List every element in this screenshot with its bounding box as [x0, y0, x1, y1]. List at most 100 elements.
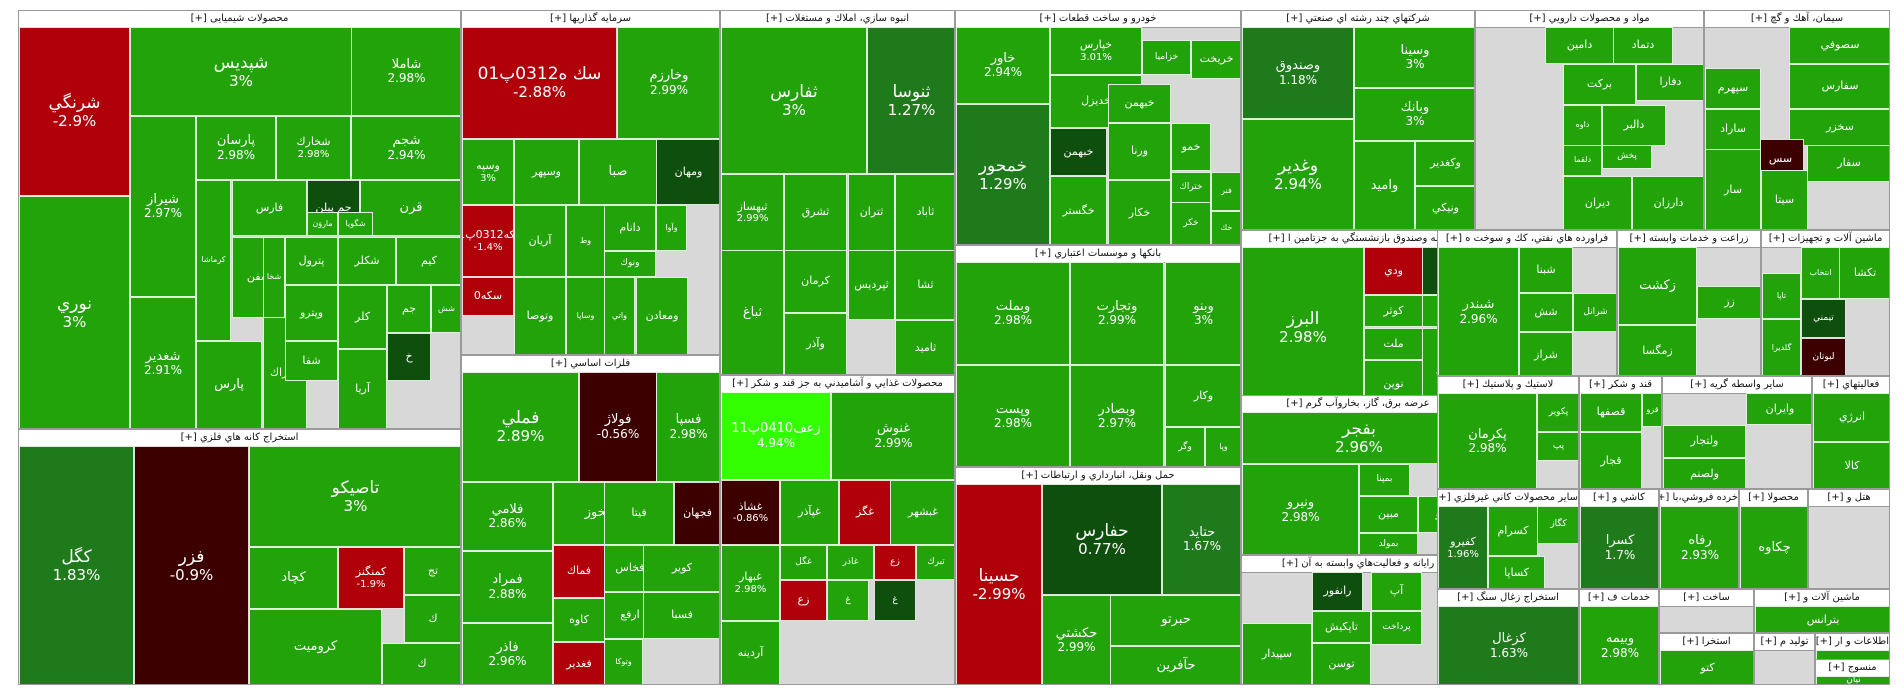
- treemap-tile[interactable]: ثپرديس: [848, 250, 895, 320]
- sector-6[interactable]: خودرو و ساخت قطعات [+] خاور 2.94% خپارس 3.01…: [955, 10, 1241, 245]
- treemap-tile[interactable]: خكار: [1108, 180, 1171, 244]
- treemap-tile[interactable]: سپيدار: [1242, 623, 1312, 684]
- treemap-tile[interactable]: وصندوق 1.18%: [1242, 27, 1354, 119]
- sector-title[interactable]: سيمان، آهك و گچ [+]: [1705, 11, 1889, 28]
- treemap-tile[interactable]: وايران: [1746, 393, 1811, 425]
- treemap-tile[interactable]: وتوكا: [604, 639, 643, 684]
- sector-title[interactable]: سرمايه گذاريها [+]: [462, 11, 719, 28]
- treemap-tile[interactable]: شكلر: [338, 237, 396, 285]
- treemap-tile[interactable]: نيان: [1816, 676, 1889, 684]
- treemap-tile[interactable]: فيتا: [604, 482, 674, 545]
- treemap-tile[interactable]: غپآذر: [780, 480, 839, 545]
- treemap-tile[interactable]: وپا: [1205, 427, 1240, 466]
- treemap-tile[interactable]: وبانك 3%: [1354, 88, 1474, 141]
- treemap-tile[interactable]: ختراك: [1171, 172, 1211, 203]
- treemap-tile[interactable]: خاور 2.94%: [956, 27, 1050, 104]
- treemap-tile[interactable]: كوير: [643, 545, 719, 592]
- treemap-tile[interactable]: دامين: [1545, 27, 1614, 64]
- treemap-tile[interactable]: شپديس 3%: [130, 27, 352, 116]
- treemap-tile[interactable]: شبندر 2.96%: [1438, 247, 1519, 375]
- treemap-tile[interactable]: ثتران: [848, 174, 895, 251]
- treemap-tile[interactable]: گلديرا: [1762, 319, 1801, 375]
- treemap-tile[interactable]: وغدير 2.94%: [1242, 119, 1354, 229]
- treemap-tile[interactable]: پترول: [285, 237, 338, 285]
- sector-17[interactable]: ماشين آلات و تجهيزات [+] تكشا انتخاب تاپا تي…: [1761, 230, 1890, 376]
- treemap-tile[interactable]: كزغال 1.63%: [1438, 606, 1578, 684]
- treemap-tile[interactable]: نوري 3%: [19, 196, 130, 428]
- treemap-tile[interactable]: خبهمن: [1108, 84, 1171, 123]
- treemap-tile[interactable]: دلقما: [1563, 145, 1602, 176]
- treemap-tile[interactable]: صبا: [579, 139, 657, 205]
- sector-title[interactable]: اطلاعات و ار [+]: [1816, 634, 1889, 651]
- treemap-tile[interactable]: خبهمن: [1050, 128, 1107, 176]
- treemap-tile[interactable]: زع: [780, 580, 827, 621]
- treemap-tile[interactable]: وبيمه 2.98%: [1580, 606, 1658, 684]
- treemap-tile[interactable]: تج: [404, 547, 460, 595]
- sector-title[interactable]: فعاليتهاي [+]: [1813, 377, 1889, 394]
- treemap-tile[interactable]: شجم 2.94%: [351, 116, 460, 180]
- sector-32[interactable]: توليد م [+]: [1754, 633, 1815, 685]
- sector-title[interactable]: هتل و [+]: [1809, 490, 1889, 507]
- treemap-tile[interactable]: بفجر 2.96%: [1242, 412, 1474, 464]
- treemap-tile[interactable]: فسپا 2.98%: [656, 372, 719, 482]
- treemap-tile[interactable]: دانام: [604, 205, 656, 251]
- treemap-tile[interactable]: فملي 2.89%: [462, 372, 579, 482]
- treemap-tile[interactable]: ثاميد: [895, 320, 954, 374]
- treemap-tile[interactable]: خ: [387, 333, 431, 381]
- sector-title[interactable]: خودرو و ساخت قطعات [+]: [956, 11, 1240, 28]
- treemap-tile[interactable]: كاوه: [553, 598, 605, 642]
- sector-19[interactable]: قند و شكر [+] قصفها قجار قزو: [1579, 376, 1662, 489]
- treemap-tile[interactable]: وكغدير: [1415, 141, 1474, 186]
- sector-title[interactable]: خدمات ف [+]: [1580, 590, 1658, 607]
- sector-title[interactable]: ساير محصولات كاني غيرفلزي [+]: [1438, 490, 1578, 507]
- treemap-tile[interactable]: غگز: [839, 480, 891, 545]
- treemap-tile[interactable]: ساراد: [1705, 109, 1761, 150]
- sector-20[interactable]: سایر واسطه گريه [+] وايران ولتجار ولصنم: [1662, 376, 1812, 489]
- treemap-tile[interactable]: كگاز: [1537, 506, 1578, 544]
- treemap-tile[interactable]: وآوا: [656, 205, 687, 251]
- treemap-tile[interactable]: تيمني: [1801, 299, 1846, 338]
- sector-title[interactable]: بانكها و موسسات اعتباري [+]: [956, 246, 1240, 263]
- treemap-tile[interactable]: وسپه 3%: [462, 139, 514, 205]
- treemap-tile[interactable]: حآفرين: [1110, 646, 1240, 684]
- treemap-tile[interactable]: واميد: [1354, 141, 1415, 229]
- treemap-tile[interactable]: ديران: [1563, 176, 1632, 229]
- treemap-tile[interactable]: كيم: [396, 237, 460, 285]
- treemap-tile[interactable]: ودي: [1364, 247, 1423, 295]
- sector-title[interactable]: زراعت و خدمات وابسته [+]: [1618, 231, 1760, 248]
- treemap-tile[interactable]: ومهان: [656, 139, 719, 205]
- treemap-tile[interactable]: ك: [382, 643, 460, 684]
- treemap-tile[interactable]: واتي: [604, 277, 635, 354]
- sector-14[interactable]: سيمان، آهك و گچ [+] سفارس سصوفي سخزر سفار سپه…: [1704, 10, 1890, 230]
- sector-title[interactable]: كاشي و [+]: [1580, 490, 1658, 507]
- treemap-tile[interactable]: شگويا: [338, 212, 373, 236]
- treemap-tile[interactable]: بركت: [1563, 64, 1636, 105]
- sector-16[interactable]: زراعت و خدمات وابسته [+] زكشت زمگسا زز: [1617, 230, 1761, 376]
- treemap-tile[interactable]: كسرام: [1488, 506, 1538, 556]
- treemap-tile[interactable]: وسپهر: [514, 139, 579, 205]
- treemap-tile[interactable]: ونيرو 2.98%: [1242, 464, 1359, 554]
- treemap-tile[interactable]: پپ: [1537, 432, 1578, 461]
- treemap-tile[interactable]: فماك: [553, 545, 605, 598]
- sector-26[interactable]: هتل و [+]: [1808, 489, 1890, 589]
- sector-title[interactable]: قند و شكر [+]: [1580, 377, 1661, 394]
- treemap-tile[interactable]: سفارس: [1789, 64, 1889, 109]
- treemap-tile[interactable]: ونيكي: [1415, 186, 1474, 229]
- treemap-tile[interactable]: وبملت 2.98%: [956, 262, 1070, 365]
- treemap-tile[interactable]: ك: [404, 595, 460, 643]
- sector-31[interactable]: استخرا [+] كتو: [1659, 633, 1754, 685]
- sector-title[interactable]: ماشين آلات و [+]: [1755, 590, 1889, 607]
- treemap-tile[interactable]: قرن: [360, 180, 460, 236]
- treemap-tile[interactable]: خزاميا: [1142, 40, 1191, 75]
- sector-3[interactable]: فلزات اساسي [+] فملي 2.89% فولاژ -0.56% فخوز ف…: [461, 355, 720, 685]
- treemap-tile[interactable]: خپارس 3.01%: [1050, 27, 1142, 75]
- treemap-tile[interactable]: پكرمان 2.98%: [1438, 393, 1537, 488]
- treemap-tile[interactable]: حسينا -2.99%: [956, 484, 1042, 684]
- treemap-tile[interactable]: غ: [874, 580, 916, 621]
- treemap-tile[interactable]: حفارس 0.77%: [1042, 484, 1162, 595]
- sector-23[interactable]: كاشي و [+] كسرا 1.7%: [1579, 489, 1659, 589]
- treemap-tile[interactable]: سار: [1705, 149, 1761, 229]
- treemap-tile[interactable]: ماروَن: [307, 212, 338, 236]
- sector-22[interactable]: ساير محصولات كاني غيرفلزي [+] كگاز كسرام كس…: [1437, 489, 1579, 589]
